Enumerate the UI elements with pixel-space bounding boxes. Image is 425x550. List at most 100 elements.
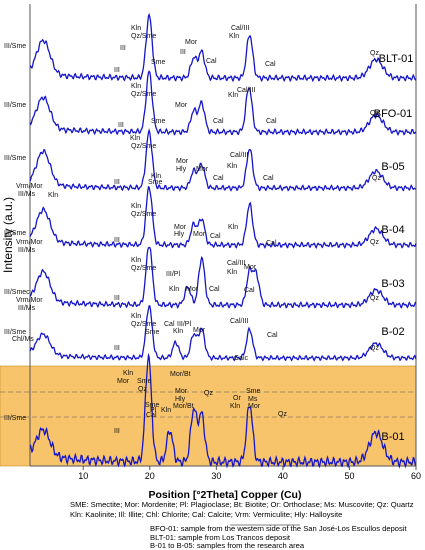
peak-annotation: Cal <box>265 61 276 68</box>
peak-annotation: Vrm/Mor <box>16 183 43 190</box>
peak-annotation: Qz <box>370 239 379 246</box>
peak-annotation: Qz <box>204 390 213 397</box>
sample-label: B-01 <box>381 431 404 443</box>
b01-highlight-band <box>0 365 417 467</box>
xrd-trace-b-03 <box>29 246 417 309</box>
peak-annotation: III <box>114 67 120 74</box>
peak-annotation: III/Sme <box>4 155 26 162</box>
peak-annotation: III/Sme <box>4 43 26 50</box>
peak-annotation: Mor <box>193 231 206 238</box>
peak-annotation: Cal <box>213 175 224 182</box>
y-axis-label: Intensity (a.u.) <box>1 197 15 273</box>
peak-annotation: Mor <box>117 378 130 385</box>
peak-annotation: III <box>114 179 120 186</box>
legend-line: SME: Smectite; Mor: Mordenite; Pl: Plagi… <box>70 500 414 509</box>
peak-annotation: Vrm/Mor <box>16 239 43 246</box>
peak-annotation: Kln <box>230 403 240 410</box>
peak-annotation: Cal/III <box>237 87 255 94</box>
peak-annotation: Cal <box>209 286 220 293</box>
peak-annotation: Mor <box>185 39 198 46</box>
peak-annotation: Sme <box>151 59 166 66</box>
peak-annotation: Kln <box>131 83 141 90</box>
peak-annotation: Mor <box>175 388 188 395</box>
peak-annotation: Qz/Sme <box>131 91 156 98</box>
peak-annotation: III/Pl <box>177 321 191 328</box>
peak-annotation: Qz <box>278 411 287 418</box>
peak-annotation: Or <box>233 395 241 402</box>
peak-annotation: Cal <box>213 118 224 125</box>
peak-annotation: Sme <box>246 388 261 395</box>
peak-annotation: Mor <box>248 403 261 410</box>
peak-annotation: Qz <box>370 295 379 302</box>
peak-annotation: Qz/Sme <box>131 211 156 218</box>
x-ticks: 10 20 30 40 50 60 <box>78 466 421 481</box>
peak-annotation: Mor <box>196 166 209 173</box>
peak-annotation: Mor <box>176 158 189 165</box>
peak-annotation: III <box>114 237 120 244</box>
peak-annotation: Hly <box>175 396 186 403</box>
peak-annotation: Mor <box>186 286 199 293</box>
peak-annotation: Mor <box>174 224 187 231</box>
xrd-trace-b-05 <box>29 128 416 192</box>
peak-annotation: Kln <box>151 173 161 180</box>
peak-annotation: Kln <box>228 224 238 231</box>
peak-annotations: III/SmeIIIIIIKlnQz/SmeSmeIIIMorCalCal/II… <box>4 25 381 435</box>
legend-line: BLT-01: sample from Los Trancos deposit <box>150 533 291 542</box>
peak-annotation: Chl/Ms <box>12 336 34 343</box>
x-tick-label: 50 <box>344 471 354 481</box>
xrd-trace-b-02 <box>29 305 417 362</box>
peak-annotation: III <box>114 428 120 435</box>
peak-annotation: Cal <box>267 332 278 339</box>
legend-line: Kln: Kaolinite; Ill: Illite; Chl: Chlori… <box>70 510 342 519</box>
peak-annotation: Cal <box>210 233 221 240</box>
peak-annotation: Cal <box>206 58 217 65</box>
x-tick-label: 30 <box>211 471 221 481</box>
peak-annotation: Cal <box>263 175 274 182</box>
peak-annotation: Qz <box>138 386 147 393</box>
peak-annotation: Kln <box>131 313 141 320</box>
peak-annotation: Kln <box>130 135 140 142</box>
peak-annotation: Kln <box>169 286 179 293</box>
peak-annotation: Kln <box>228 92 238 99</box>
peak-annotation: Kln <box>123 370 133 377</box>
peak-annotation: Cal/III <box>230 318 248 325</box>
peak-annotation: Pl <box>150 407 157 414</box>
peak-annotation: Cal/III <box>227 260 245 267</box>
sample-labels: BLT-01 BFO-01 B-05 B-04 B-03 B-02 B-01 <box>374 53 414 443</box>
peak-annotation: Hly <box>174 231 185 238</box>
peak-annotation: Cal <box>266 240 277 247</box>
sample-label: B-04 <box>381 224 404 236</box>
peak-annotation: III/Pl <box>166 271 180 278</box>
peak-annotation: Qz <box>370 110 379 117</box>
peak-annotation: Mor <box>175 102 188 109</box>
peak-annotation: III <box>114 295 120 302</box>
x-tick-label: 60 <box>411 471 421 481</box>
peak-annotation: Kln <box>48 192 58 199</box>
peak-annotation: III/Ms <box>18 247 36 254</box>
peak-annotation: Cal <box>266 118 277 125</box>
x-tick-label: 10 <box>78 471 88 481</box>
peak-annotation: III/Smec <box>4 289 30 296</box>
legend-line: BFO-01: sample from the western side of … <box>150 524 408 533</box>
xrd-trace-b-04 <box>29 185 417 249</box>
peak-annotation: Kln <box>161 407 171 414</box>
peak-annotation: Mor <box>244 264 257 271</box>
peak-annotation: Kln <box>229 33 239 40</box>
peak-annotation: Qz <box>370 50 379 57</box>
peak-annotation: Kln <box>173 328 183 335</box>
peak-annotation: III/Ms <box>18 191 36 198</box>
peak-annotation: Qz <box>372 175 381 182</box>
peak-annotation: Mor/Bt <box>170 371 191 378</box>
peak-annotation: Cal/III <box>230 152 248 159</box>
sample-label: B-05 <box>381 161 404 173</box>
xrd-traces <box>29 12 417 469</box>
legend-line: B-01 to B-05: samples from the research … <box>150 541 305 550</box>
peak-annotation: Vrm/Mor <box>16 297 43 304</box>
peak-annotation: Calc <box>234 355 249 362</box>
peak-annotation: III/Sme <box>4 230 26 237</box>
peak-annotation: Ms <box>248 396 258 403</box>
peak-annotation: Sme <box>151 118 166 125</box>
peak-annotation: III/Sme <box>4 329 26 336</box>
peak-annotation: Kln <box>131 257 141 264</box>
